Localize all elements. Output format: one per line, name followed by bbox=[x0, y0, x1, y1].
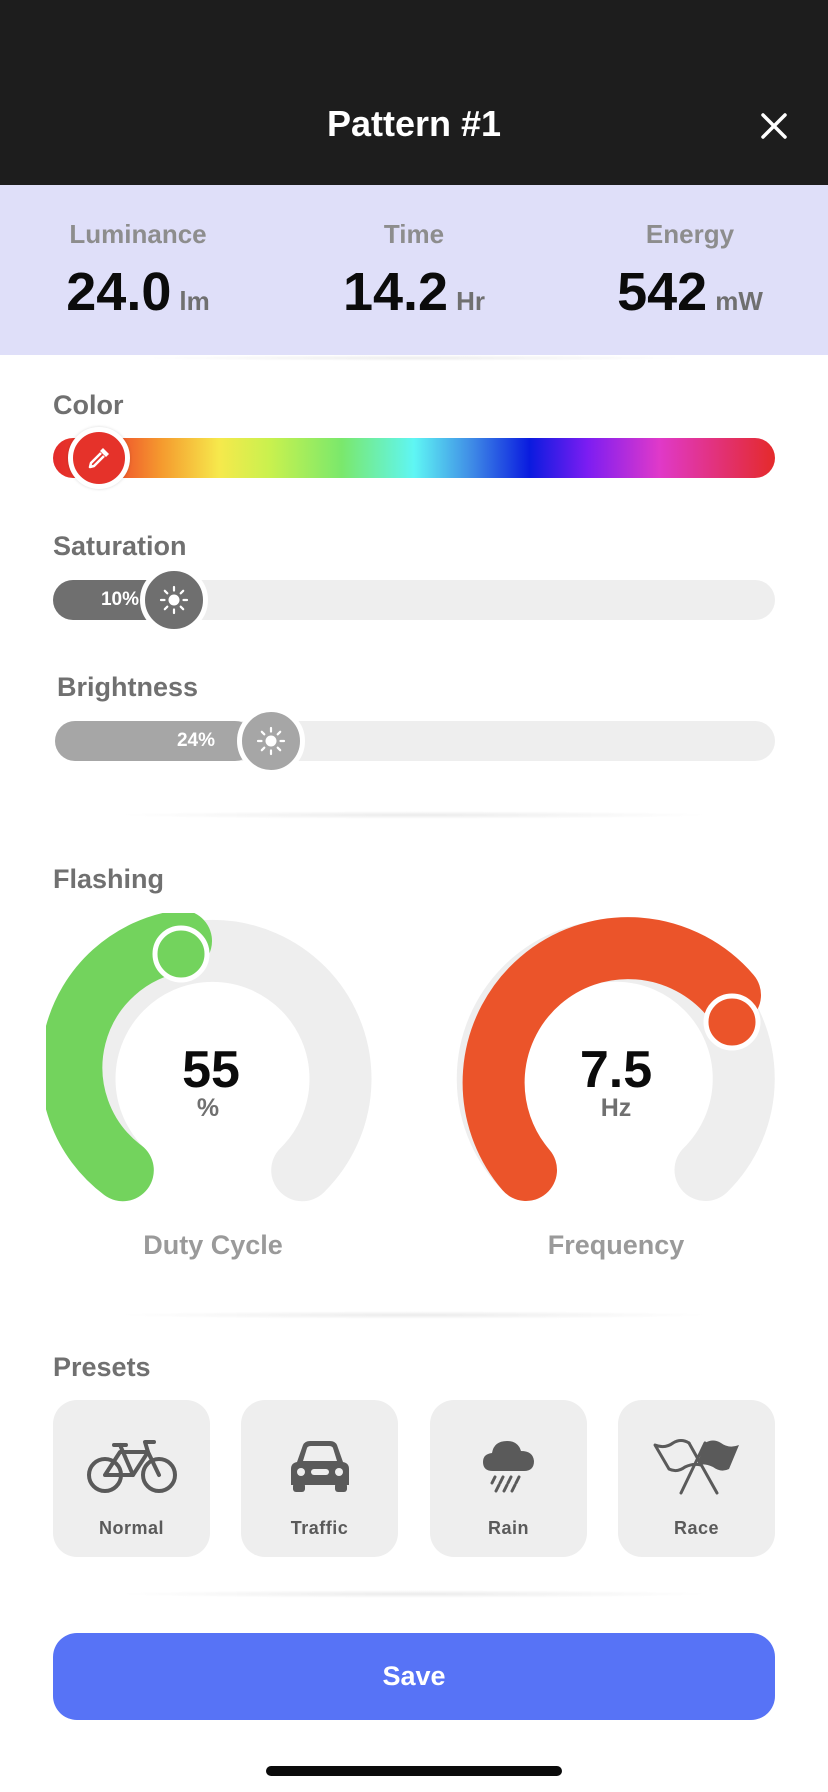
brightness-value: 24% bbox=[176, 730, 215, 751]
section-divider bbox=[114, 1311, 714, 1319]
stat-unit: mW bbox=[715, 286, 763, 316]
header-bar bbox=[0, 0, 828, 185]
frequency-unit: Hz bbox=[600, 1094, 632, 1122]
close-button[interactable] bbox=[754, 106, 794, 146]
flashing-label: Flashing bbox=[53, 864, 165, 894]
brightness-label: Brightness bbox=[57, 672, 199, 702]
preset-label: Rain bbox=[487, 1518, 529, 1538]
eyedropper-icon bbox=[88, 448, 109, 469]
frequency-dial[interactable] bbox=[451, 913, 781, 1213]
preset-label: Traffic bbox=[290, 1518, 349, 1538]
saturation-slider-thumb[interactable] bbox=[140, 566, 208, 634]
duty-cycle-value: 55 bbox=[182, 1041, 240, 1099]
stat-unit: Hr bbox=[456, 286, 485, 316]
car-icon bbox=[290, 1441, 349, 1492]
preset-race[interactable]: Race bbox=[618, 1400, 775, 1557]
home-indicator bbox=[266, 1766, 562, 1776]
frequency-caption: Frequency bbox=[547, 1230, 685, 1260]
stats-panel: Luminance 24.0 lm Time 14.2 Hr Energy 542 m… bbox=[0, 185, 828, 355]
brightness-slider-thumb[interactable] bbox=[237, 707, 305, 775]
duty-cycle-arc bbox=[46, 913, 212, 1202]
rain-cloud-icon bbox=[482, 1441, 534, 1493]
stat-label: Luminance bbox=[69, 219, 207, 249]
race-flags-icon bbox=[653, 1439, 739, 1495]
stat-luminance: Luminance 24.0 lm bbox=[0, 185, 276, 355]
preset-rain[interactable]: Rain bbox=[430, 1400, 587, 1557]
save-button[interactable]: Save bbox=[53, 1633, 775, 1720]
stat-value: 24.0 bbox=[66, 262, 172, 322]
color-slider-track[interactable] bbox=[53, 438, 775, 478]
color-slider-thumb[interactable] bbox=[68, 427, 130, 489]
section-divider bbox=[114, 811, 714, 819]
section-divider bbox=[114, 1590, 714, 1598]
saturation-label: Saturation bbox=[53, 531, 187, 561]
sun-icon bbox=[256, 726, 286, 756]
presets-label: Presets bbox=[53, 1352, 151, 1382]
duty-cycle-unit: % bbox=[196, 1094, 220, 1122]
brightness-slider-fill: 24% bbox=[55, 721, 255, 761]
duty-cycle-dial[interactable] bbox=[46, 913, 376, 1213]
stat-value: 14.2 bbox=[342, 262, 449, 322]
frequency-arc bbox=[462, 917, 761, 1201]
frequency-handle[interactable] bbox=[703, 993, 761, 1051]
stat-label: Time bbox=[383, 219, 445, 249]
preset-label: Normal bbox=[98, 1518, 164, 1538]
page-title: Pattern #1 bbox=[326, 103, 502, 144]
sun-icon bbox=[159, 585, 189, 615]
duty-cycle-handle[interactable] bbox=[152, 925, 210, 983]
saturation-value: 10% bbox=[100, 589, 139, 610]
preset-traffic[interactable]: Traffic bbox=[241, 1400, 398, 1557]
stat-label: Energy bbox=[645, 219, 735, 249]
preset-normal[interactable]: Normal bbox=[53, 1400, 210, 1557]
color-label: Color bbox=[53, 390, 124, 420]
preset-label: Race bbox=[673, 1518, 720, 1538]
stat-unit: lm bbox=[179, 286, 210, 316]
stat-energy: Energy 542 mW bbox=[552, 185, 828, 355]
bicycle-icon bbox=[86, 1440, 177, 1493]
stats-divider bbox=[140, 355, 688, 361]
frequency-value: 7.5 bbox=[579, 1041, 653, 1099]
stat-time: Time 14.2 Hr bbox=[276, 185, 552, 355]
stat-value: 542 bbox=[617, 262, 708, 322]
duty-cycle-caption: Duty Cycle bbox=[143, 1230, 283, 1260]
close-icon bbox=[761, 113, 787, 139]
